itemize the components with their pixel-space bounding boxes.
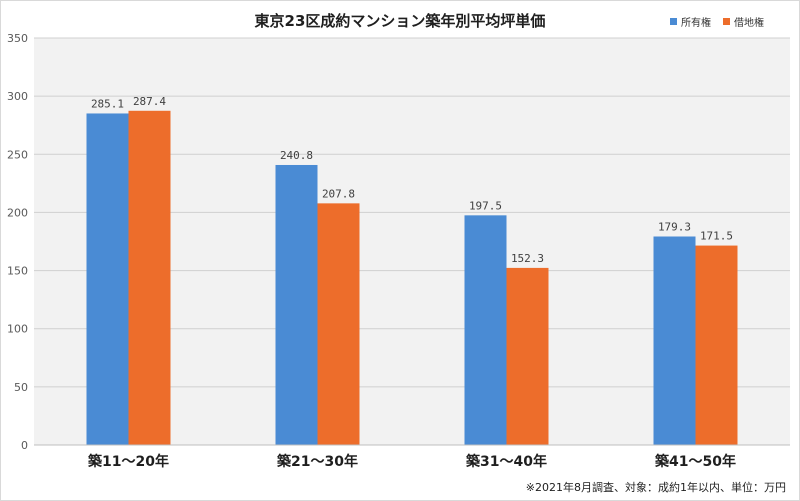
x-category-label: 築11～20年: [87, 453, 169, 470]
data-label: 240.8: [280, 149, 313, 162]
bar-ownership: [653, 236, 696, 445]
legend-item-leasehold: 借地権: [723, 14, 764, 29]
bar-leasehold: [128, 110, 171, 445]
x-category-label: 築21～30年: [276, 453, 358, 470]
bar-ownership: [275, 164, 318, 445]
y-tick-label: 100: [7, 323, 28, 336]
chart-title: 東京23区成約マンション築年別平均坪単価: [254, 12, 546, 30]
y-tick-label: 300: [7, 90, 28, 103]
legend-swatch-ownership: [670, 18, 677, 25]
legend-label-ownership: 所有権: [681, 18, 711, 29]
y-tick-label: 200: [7, 206, 28, 219]
legend-item-ownership: 所有権: [670, 14, 711, 29]
y-tick-label: 0: [21, 439, 28, 452]
data-label: 197.5: [469, 199, 502, 212]
data-label: 207.8: [322, 187, 355, 200]
data-label: 152.3: [511, 252, 544, 265]
bar-leasehold: [695, 245, 738, 445]
y-tick-label: 150: [7, 265, 28, 278]
bar-ownership: [464, 215, 507, 445]
y-tick-label: 50: [14, 381, 28, 394]
chart-legend: 所有権 借地権: [670, 14, 776, 29]
bar-ownership: [86, 113, 129, 446]
y-tick-label: 250: [7, 148, 28, 161]
data-label: 285.1: [91, 97, 124, 110]
legend-swatch-leasehold: [723, 18, 730, 25]
data-label: 179.3: [658, 220, 691, 233]
y-tick-label: 350: [7, 32, 28, 45]
data-label: 287.4: [133, 95, 166, 108]
x-category-label: 築31～40年: [465, 453, 547, 470]
legend-label-leasehold: 借地権: [734, 18, 764, 29]
chart-footnote: ※2021年8月調査、対象：成約1年以内、単位：万円: [525, 481, 786, 494]
bar-leasehold: [317, 203, 360, 445]
bar-leasehold: [506, 267, 549, 445]
x-category-label: 築41～50年: [654, 453, 736, 470]
data-label: 171.5: [700, 230, 733, 243]
